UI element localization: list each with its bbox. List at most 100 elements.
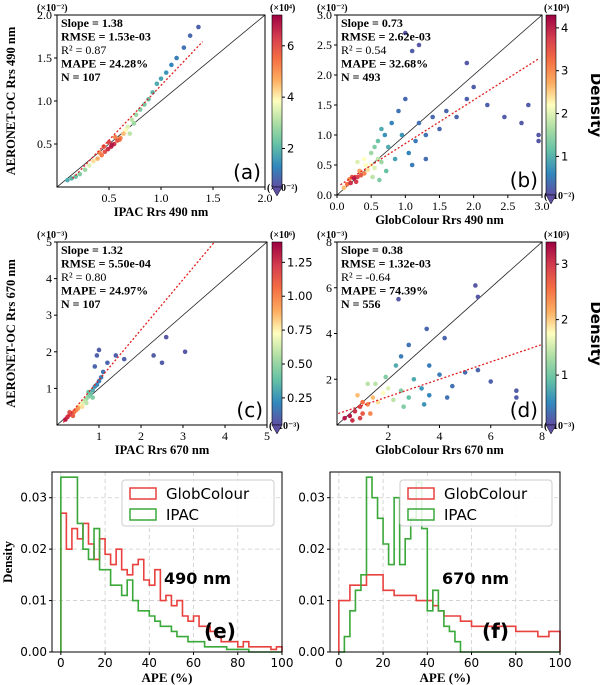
wavelength-annotation: 490 nm xyxy=(164,569,231,588)
scatter-point xyxy=(357,168,362,174)
stats-line: R² = 0.87 xyxy=(61,43,106,57)
y-tick-label: 0.0 xyxy=(317,188,332,202)
scatter-point xyxy=(353,179,359,185)
stats-line: Slope = 1.38 xyxy=(61,16,123,30)
y-tick-label: 2.0 xyxy=(37,8,52,22)
scatter-point xyxy=(158,76,164,81)
scatter-point xyxy=(502,114,507,120)
panel-label: (c) xyxy=(236,398,263,422)
scatter-points xyxy=(341,30,541,191)
colorbar-tick-label: 3 xyxy=(561,64,568,78)
scatter-point xyxy=(383,168,389,174)
panel-label: (b) xyxy=(510,168,538,192)
scatter-point xyxy=(411,376,417,382)
x-tick-label: 0.5 xyxy=(102,191,117,205)
stats-line: N = 107 xyxy=(61,297,101,311)
fit-line xyxy=(340,58,539,186)
y-scale-label: (×10⁻³) xyxy=(37,230,68,241)
scatter-point xyxy=(426,363,432,368)
x-tick-label: 100 xyxy=(271,656,294,670)
scatter-point xyxy=(92,364,98,369)
colorbar-tick-label: 1.25 xyxy=(287,255,313,269)
scatter-point xyxy=(526,102,531,108)
legend-swatch xyxy=(407,487,435,500)
y-tick-label: 0.02 xyxy=(298,542,325,556)
y-axis-label: Density xyxy=(0,541,15,583)
scatter-point xyxy=(442,335,447,341)
panel-a: 0.5 1.0 1.5 2.00.51.01.52.0(×10⁻²)(×10⁻²)IP… xyxy=(4,3,298,219)
x-tick-label: 0.0 xyxy=(330,199,345,213)
scatter-point xyxy=(536,138,541,144)
scatter-point xyxy=(105,360,110,366)
scatter-point xyxy=(519,120,524,126)
y-tick-label: 1.5 xyxy=(317,98,332,112)
scatter-point xyxy=(375,138,381,144)
x-tick-label: 2.0 xyxy=(466,199,481,213)
y-tick-label: 3 xyxy=(46,308,52,322)
scatter-point xyxy=(488,379,494,384)
y-tick-label: 1.0 xyxy=(317,128,332,142)
x-axis-label: GlobColour Rrs 490 nm xyxy=(375,213,504,227)
legend-swatch xyxy=(129,508,157,521)
scatter-point xyxy=(196,24,201,30)
scatter-point xyxy=(362,156,367,162)
scatter-point xyxy=(109,142,115,148)
x-scale-label: (×10⁻²) xyxy=(544,191,575,202)
x-tick-label: 80 xyxy=(508,656,523,670)
scatter-point xyxy=(514,395,519,400)
scatter-point xyxy=(95,156,100,161)
colorbar xyxy=(271,14,283,188)
scatter-point xyxy=(406,150,412,156)
x-tick-label: 60 xyxy=(464,656,479,670)
stats-line: MAPE = 74.39% xyxy=(341,284,428,298)
scatter-point xyxy=(182,349,188,355)
x-tick-label: 3.0 xyxy=(535,199,550,213)
scatter-point xyxy=(99,152,105,158)
scatter-point xyxy=(351,175,357,181)
scatter-point xyxy=(163,334,169,340)
scatter-point xyxy=(121,356,127,362)
scatter-point xyxy=(444,108,449,114)
scatter-point xyxy=(398,354,404,359)
y-tick-label: 2 xyxy=(46,345,52,359)
scatter-point xyxy=(475,367,481,373)
scatter-point xyxy=(142,102,147,107)
scatter-point xyxy=(416,42,422,48)
colorbar-extend-low xyxy=(545,424,557,435)
scatter-point xyxy=(181,45,187,50)
colorbar-tick-label: 2 xyxy=(287,141,294,155)
legend-label: IPAC xyxy=(444,506,477,524)
colorbar-extend-low xyxy=(545,194,557,205)
scatter-point xyxy=(131,121,137,126)
panel-f: 0 20 40 60 80 100 0.00 0.01 0.02 0.03 APE (%) GlobC… xyxy=(298,471,572,685)
scatter-point xyxy=(125,124,131,130)
colorbar-axis-label: Density xyxy=(587,73,600,138)
scatter-point xyxy=(96,347,102,353)
stats-line: N = 107 xyxy=(61,70,101,84)
scatter-point xyxy=(79,404,85,410)
colorbar-extend-low xyxy=(271,424,283,435)
x-tick-label: 100 xyxy=(549,656,572,670)
scatter-point xyxy=(385,386,391,391)
scatter-point xyxy=(424,326,429,332)
colorbar-axis-label: Density xyxy=(587,301,600,366)
y-scale-label: (×10⁻²) xyxy=(317,3,348,14)
scatter-point xyxy=(365,167,371,173)
scatter-point xyxy=(464,96,470,102)
scatter-point xyxy=(391,397,396,403)
colorbar-tick-label: 1 xyxy=(561,149,568,163)
y-tick-label: 1.0 xyxy=(37,94,52,108)
colorbar-tick-label: 4 xyxy=(287,90,294,104)
colorbar-tick-label: 0.75 xyxy=(287,323,313,337)
scatter-point xyxy=(399,132,405,138)
scatter-point xyxy=(127,131,133,136)
x-tick-label: 6 xyxy=(488,429,494,443)
y-tick-label: 0.00 xyxy=(298,645,325,659)
scatter-point xyxy=(383,374,388,380)
scatter-point xyxy=(159,360,165,366)
colorbar-extend-low xyxy=(271,186,283,197)
colorbar-scale-label: (×10⁵) xyxy=(544,230,569,241)
plot-frame xyxy=(56,241,268,426)
legend-label: IPAC xyxy=(166,506,199,524)
